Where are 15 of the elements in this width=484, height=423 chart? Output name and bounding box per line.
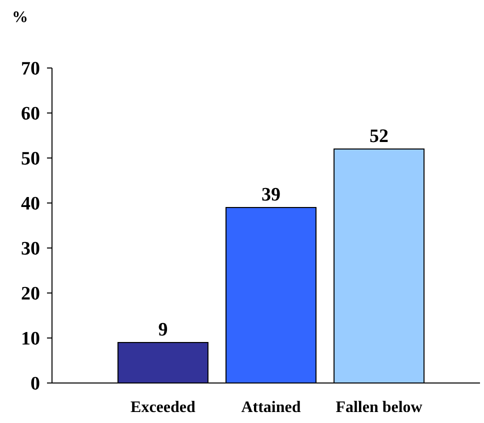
y-tick-label: 60 bbox=[21, 104, 40, 125]
y-tick-label: 10 bbox=[21, 328, 40, 350]
x-tick-label: Fallen below bbox=[336, 399, 423, 416]
x-tick-label: Attained bbox=[241, 399, 301, 416]
y-tick-label: 30 bbox=[21, 238, 40, 260]
y-tick-label: 50 bbox=[21, 148, 40, 170]
x-tick-label: Exceeded bbox=[130, 399, 196, 416]
y-tick-label: 40 bbox=[21, 194, 40, 215]
data-label: 9 bbox=[158, 320, 168, 340]
data-label: 39 bbox=[262, 184, 280, 206]
y-tick-label: 20 bbox=[21, 284, 40, 305]
y-tick-label: 0 bbox=[30, 374, 40, 395]
y-axis-title: % bbox=[12, 9, 28, 26]
y-tick-label: 70 bbox=[21, 58, 40, 80]
data-label: 52 bbox=[370, 126, 389, 147]
